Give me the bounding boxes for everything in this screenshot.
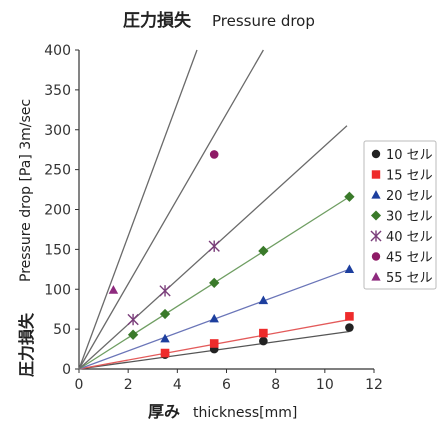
axes: 0 50 100 150 200 250 300 350 400 0 2 4 6 8 10 12 (44, 43, 383, 393)
data-point (127, 329, 139, 340)
y-tick-label: 150 (44, 242, 71, 258)
chart-title-en: Pressure drop (212, 12, 315, 30)
y-tick-label: 250 (44, 163, 71, 179)
data-point (209, 313, 219, 323)
data-point (159, 308, 171, 320)
data-point (108, 285, 119, 294)
data-point (345, 312, 354, 321)
fit-line (78, 49, 198, 370)
legend-label: 30 セル (386, 210, 433, 225)
x-axis-label-jp: 厚み (148, 402, 180, 421)
data-point (259, 328, 268, 338)
legend-label: 40 セル (386, 230, 433, 245)
data-point (344, 264, 355, 273)
legend-marker (371, 149, 381, 159)
fit-line (78, 49, 264, 370)
data-point (159, 285, 171, 297)
legend-box (363, 140, 437, 290)
data-point (209, 339, 219, 348)
data-point (209, 277, 220, 289)
y-tick-label: 300 (44, 123, 71, 139)
y-tick-label: 50 (53, 322, 71, 338)
x-tick-label: 8 (271, 377, 280, 393)
data-point (209, 150, 219, 159)
legend-label: 15 セル (386, 169, 433, 184)
x-tick-label: 0 (75, 377, 84, 393)
legend-marker (370, 230, 382, 242)
chart-title-jp: 圧力損失 (123, 10, 192, 31)
legend-marker (371, 252, 381, 261)
legend-marker (370, 210, 382, 221)
y-tick-label: 100 (44, 282, 71, 298)
data-point (208, 240, 220, 252)
x-tick-label: 12 (365, 377, 383, 393)
data-point (258, 295, 269, 305)
legend-label: 45 セル (386, 251, 433, 266)
legend-marker (371, 190, 381, 199)
legend-marker (371, 170, 381, 179)
x-tick-label: 2 (124, 377, 133, 393)
legend-label: 55 セル (386, 271, 433, 286)
data-point (259, 336, 268, 346)
data-point (345, 323, 354, 332)
data-point (344, 191, 355, 202)
data-markers (108, 150, 355, 359)
legend-marker (371, 272, 381, 281)
y-axis-label-jp: 圧力損失 (17, 312, 36, 377)
legend-label: 10 セル (386, 148, 433, 163)
data-point (160, 333, 170, 343)
x-axis-label-en: thickness[mm] (193, 405, 297, 421)
data-point (258, 245, 269, 257)
legend-label: 20 セル (386, 189, 433, 204)
y-tick-label: 0 (62, 362, 71, 378)
data-point (127, 313, 139, 326)
x-tick-label: 4 (173, 377, 182, 393)
y-tick-label: 200 (44, 203, 71, 219)
y-axis-label-en: Pressure drop [Pa] 3m/sec (18, 99, 34, 282)
data-point (160, 348, 170, 358)
x-tick-label: 6 (222, 377, 231, 393)
y-tick-label: 400 (44, 43, 71, 59)
x-tick-label: 10 (316, 377, 334, 393)
y-tick-label: 350 (44, 83, 71, 99)
legend: 10 セル 15 セル 20 セル 30 セル 40 セル 45 セル 55 セル (363, 140, 437, 290)
